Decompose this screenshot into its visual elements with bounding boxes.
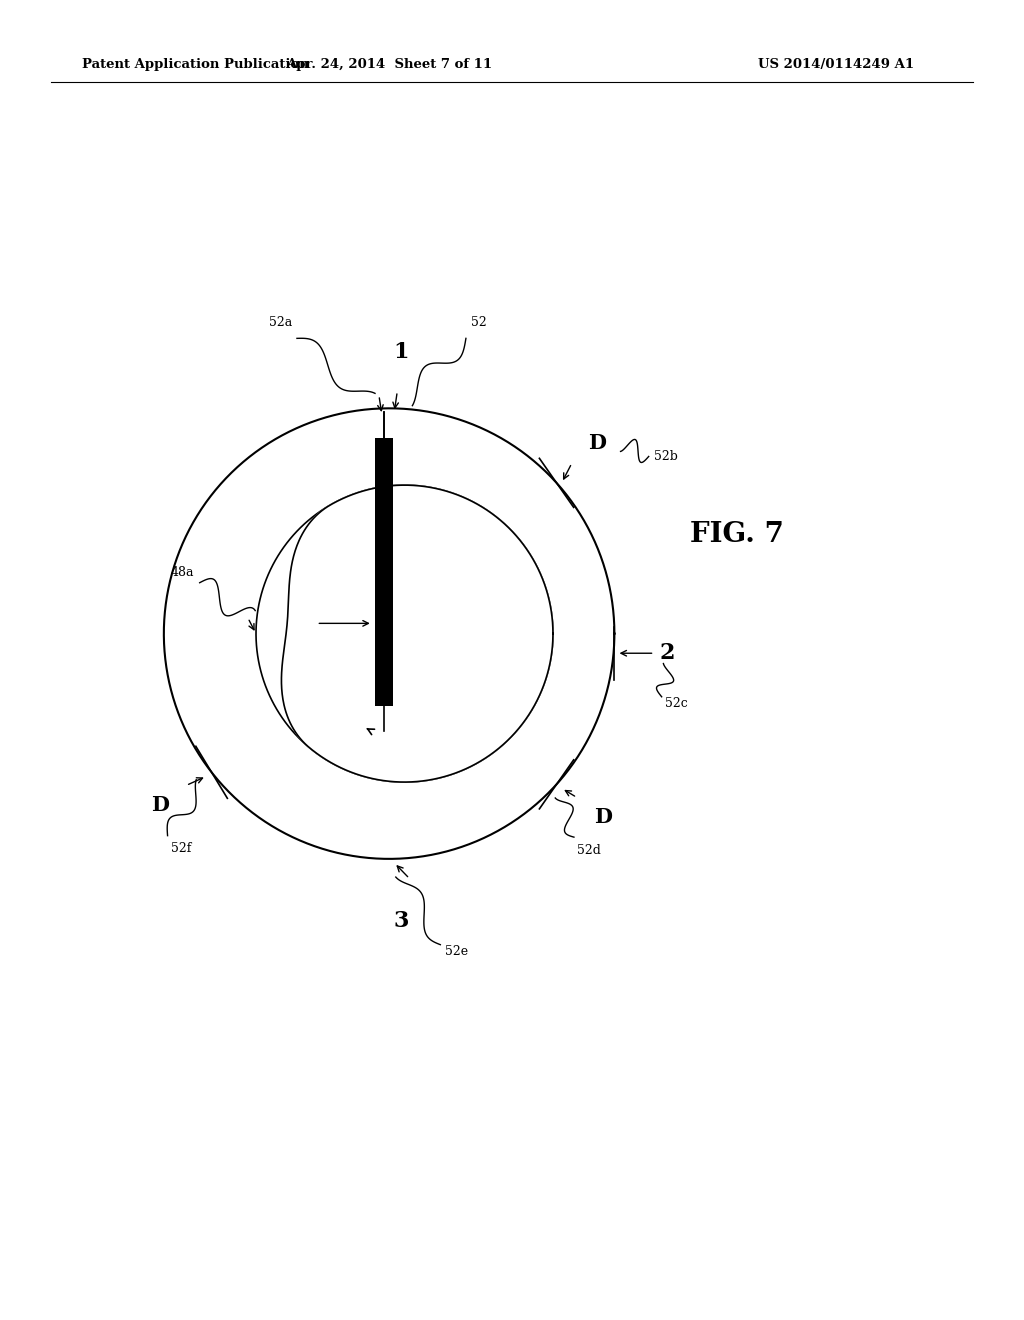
Text: 52c: 52c bbox=[665, 697, 687, 710]
Text: 52f: 52f bbox=[171, 842, 191, 855]
Text: 52: 52 bbox=[471, 315, 486, 329]
Text: 52a: 52a bbox=[268, 315, 292, 329]
Text: 1: 1 bbox=[393, 341, 410, 363]
Polygon shape bbox=[282, 486, 553, 781]
Text: 48a: 48a bbox=[171, 566, 195, 578]
Text: D: D bbox=[152, 795, 169, 816]
Text: 2: 2 bbox=[659, 643, 675, 664]
Text: 52e: 52e bbox=[445, 945, 469, 958]
Text: US 2014/0114249 A1: US 2014/0114249 A1 bbox=[758, 58, 913, 71]
Text: FIG. 7: FIG. 7 bbox=[690, 521, 784, 548]
Text: 3: 3 bbox=[393, 909, 410, 932]
Text: 52b: 52b bbox=[653, 450, 678, 463]
Bar bbox=[375, 438, 393, 706]
Text: Patent Application Publication: Patent Application Publication bbox=[82, 58, 308, 71]
Bar bbox=[375, 438, 393, 706]
Text: 52d: 52d bbox=[577, 843, 601, 857]
Text: D: D bbox=[594, 808, 611, 828]
Text: D: D bbox=[589, 433, 606, 453]
Text: Apr. 24, 2014  Sheet 7 of 11: Apr. 24, 2014 Sheet 7 of 11 bbox=[286, 58, 493, 71]
